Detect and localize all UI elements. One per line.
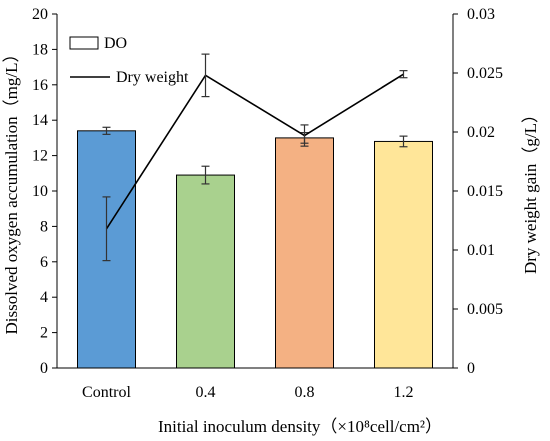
y-tick-label-9: 18: [32, 41, 48, 58]
y-axis-label: Dissolved oxygen accumulation（mg/L）: [2, 46, 21, 335]
y-tick-label-3: 6: [40, 254, 48, 271]
y-tick-label-2: 4: [40, 289, 48, 306]
dry-weight-line: [105, 73, 404, 230]
legend-label-dry-weight: Dry weight: [116, 69, 189, 86]
y-tick-label-10: 20: [32, 6, 48, 23]
x-tick-label-1: 0.4: [196, 384, 216, 401]
y-tick-label-8: 16: [32, 77, 48, 94]
y-tick-label-4: 8: [40, 218, 48, 235]
x-tick-label-3: 1.2: [394, 384, 414, 401]
bar-0-8: [275, 137, 334, 369]
y2-tick-label-1: 0.005: [467, 301, 503, 318]
y2-axis-label: Dry weight gain（g/L）: [521, 106, 540, 274]
y2-tick-label-5: 0.025: [467, 65, 503, 82]
x-tick-label-2: 0.8: [295, 384, 315, 401]
y2-tick-label-4: 0.02: [467, 124, 495, 141]
y-tick-label-0: 0: [40, 360, 48, 377]
line-layer: [102, 53, 408, 262]
y-tick-label-6: 12: [32, 148, 48, 165]
y2-tick-label-6: 0.03: [467, 6, 495, 23]
y-tick-label-5: 10: [32, 183, 48, 200]
y2-tick-label-2: 0.01: [467, 242, 495, 259]
bar-1-2: [374, 140, 433, 369]
x-tick-label-0: Control: [82, 384, 131, 401]
y-tick-label-7: 14: [32, 112, 48, 129]
x-axis-label: Initial inoculum density（×10⁸cell/cm²）: [158, 417, 442, 436]
bar-0-4: [176, 174, 235, 369]
bars-layer: [77, 126, 433, 369]
y2-tick-label-3: 0.015: [467, 183, 503, 200]
y2-tick-label-0: 0: [467, 360, 475, 377]
ticks-layer: 0 2 4 6 8 10 12 14 16 18 20 0 0.005 0.01 0.015 0.02 0.02…: [32, 6, 503, 401]
legend-swatch-do: [69, 36, 99, 50]
legend: DO Dry weight: [69, 35, 189, 86]
legend-label-do: DO: [104, 35, 127, 52]
y-tick-label-1: 2: [40, 325, 48, 342]
